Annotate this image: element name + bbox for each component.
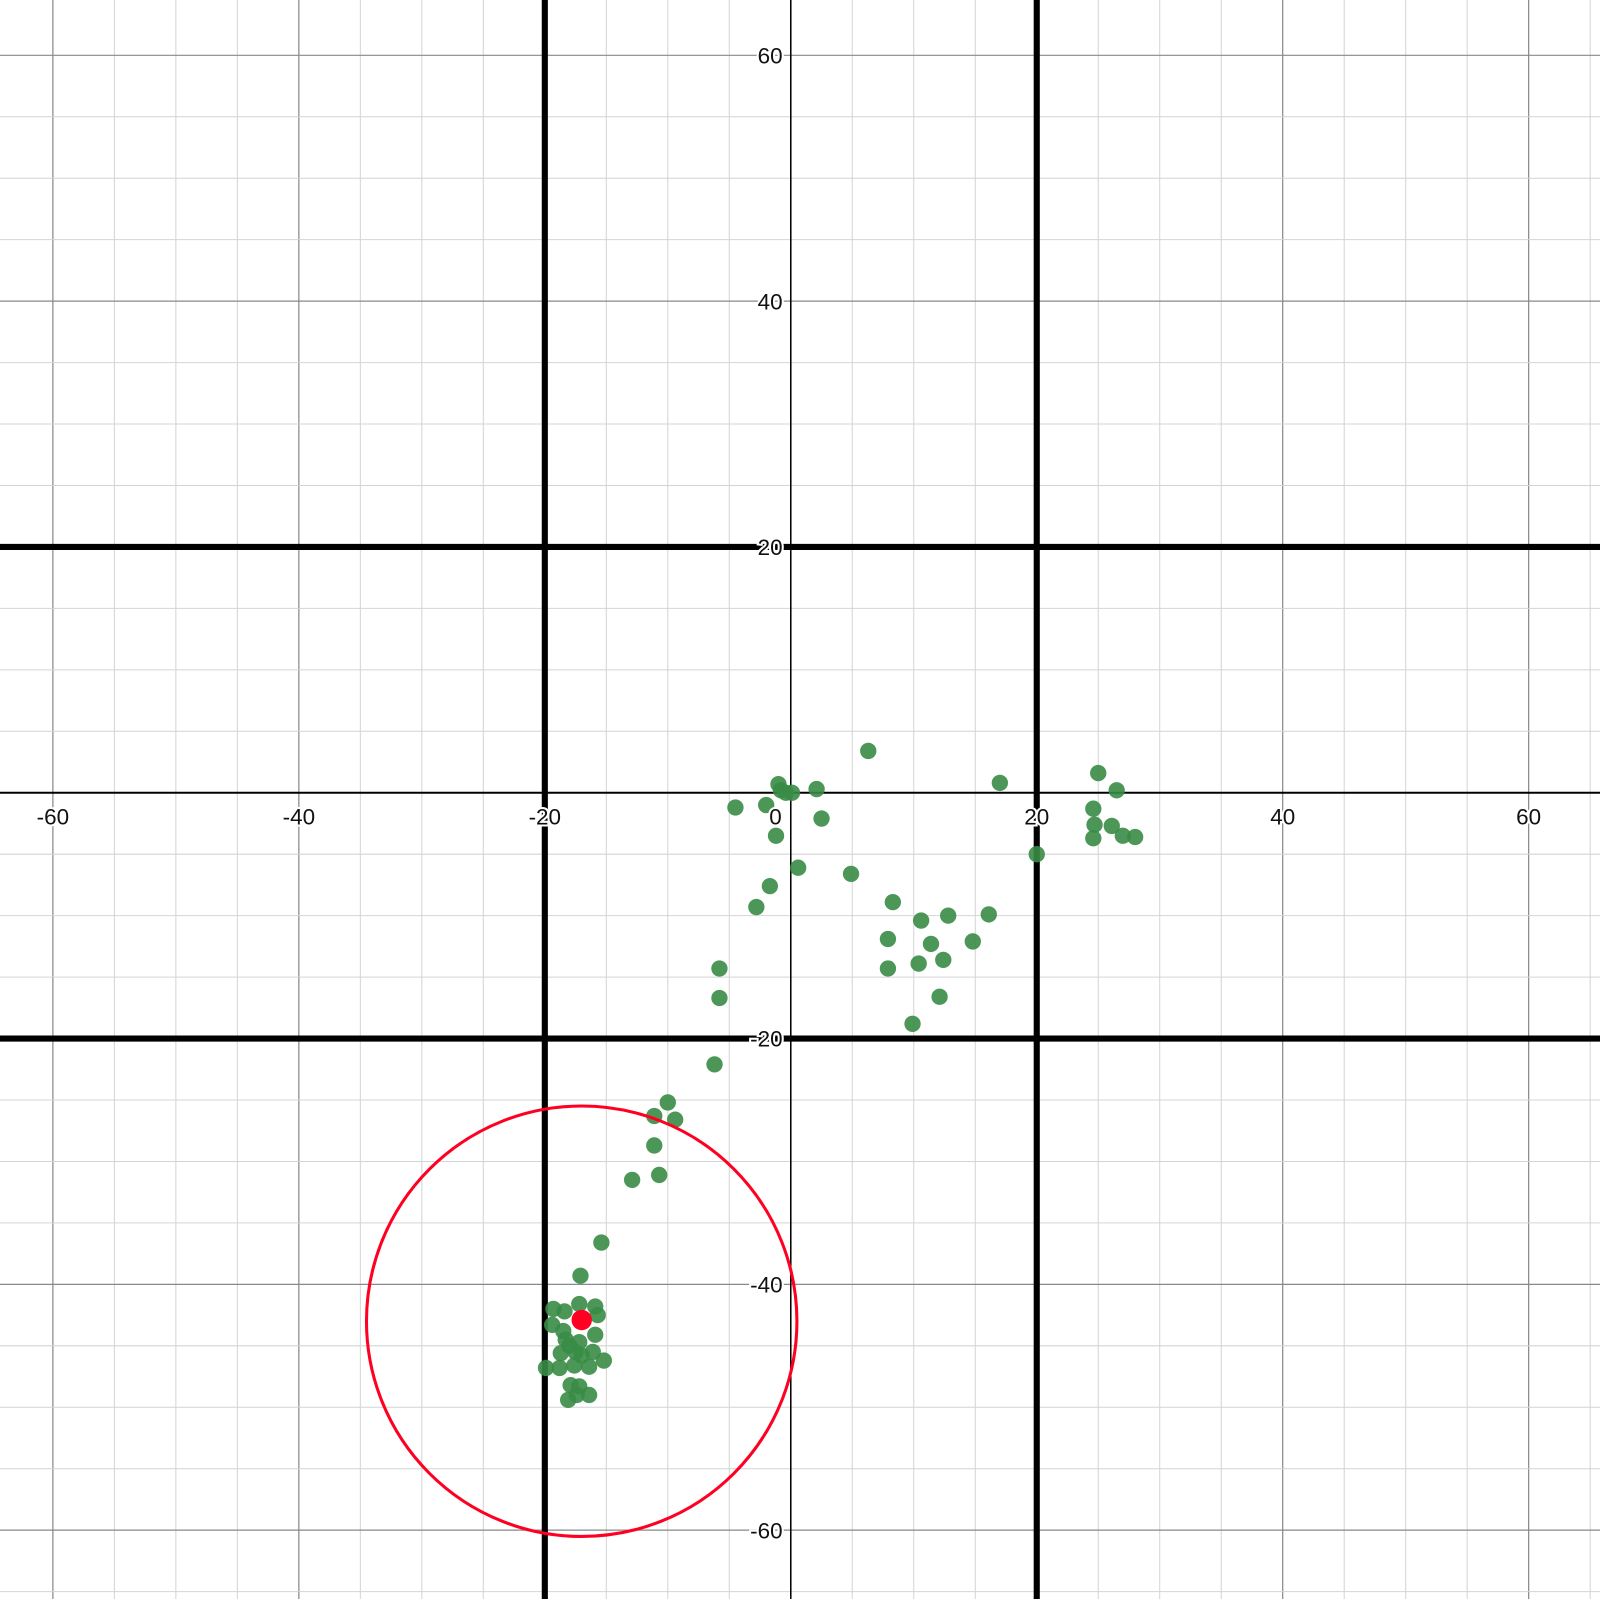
data-point xyxy=(646,1137,663,1154)
data-point xyxy=(1103,817,1120,835)
circle-layer xyxy=(364,1104,799,1538)
data-point xyxy=(1028,846,1045,863)
data-point xyxy=(1086,816,1103,833)
x-tick-label: 20 xyxy=(1024,804,1049,829)
data-point xyxy=(761,877,779,895)
data-point xyxy=(964,933,981,950)
data-point xyxy=(1114,827,1131,844)
y-tick-label: 60 xyxy=(758,43,783,68)
data-point xyxy=(551,1359,568,1377)
data-point xyxy=(935,951,952,969)
data-point xyxy=(711,960,728,977)
x-tick-label: 60 xyxy=(1516,804,1541,829)
data-point xyxy=(980,906,997,923)
data-point xyxy=(568,1386,585,1404)
data-point xyxy=(860,742,877,760)
data-point xyxy=(651,1166,668,1184)
data-point xyxy=(659,1094,676,1111)
data-point xyxy=(758,796,775,814)
data-point xyxy=(572,1267,589,1284)
red-circle xyxy=(364,1104,799,1538)
tick-labels: -60 -40 -20 0 20 40 60 60 40 20 -20 -40 -60 xyxy=(35,41,1544,1545)
data-point xyxy=(904,1015,921,1032)
x-tick-label: -60 xyxy=(37,804,69,829)
y-tick-label: 20 xyxy=(758,535,783,560)
data-point xyxy=(748,898,765,916)
data-point xyxy=(813,810,830,827)
data-point xyxy=(1090,764,1107,782)
data-point xyxy=(573,1347,590,1364)
data-point xyxy=(537,1359,555,1377)
data-point xyxy=(1085,830,1102,847)
y-tick-label: -20 xyxy=(750,1027,782,1052)
data-point xyxy=(808,780,825,798)
data-point xyxy=(1108,782,1125,799)
data-point xyxy=(767,827,785,844)
data-point xyxy=(571,1295,588,1313)
data-point xyxy=(711,989,728,1007)
data-points xyxy=(537,742,1144,1409)
data-point xyxy=(727,799,744,816)
data-point xyxy=(783,784,801,801)
data-point xyxy=(912,912,930,929)
data-point xyxy=(561,1337,578,1354)
data-point xyxy=(587,1326,604,1343)
y-tick-label: 40 xyxy=(758,289,783,314)
data-point xyxy=(1126,828,1144,846)
x-tick-label: -40 xyxy=(283,804,315,829)
data-point xyxy=(789,859,807,876)
data-point xyxy=(667,1111,684,1128)
data-point xyxy=(879,960,897,977)
data-point xyxy=(595,1352,613,1369)
x-tick-label: -20 xyxy=(529,804,561,829)
data-point xyxy=(556,1303,573,1320)
data-point xyxy=(593,1234,610,1251)
data-point xyxy=(991,774,1009,792)
x-tick-label: 0 xyxy=(769,804,781,829)
data-point xyxy=(884,893,902,911)
data-point xyxy=(623,1171,641,1189)
data-point xyxy=(842,865,860,883)
data-point xyxy=(931,988,948,1005)
data-point xyxy=(589,1306,606,1324)
data-point xyxy=(555,1322,572,1340)
highlight-point xyxy=(571,1309,592,1331)
data-point xyxy=(1085,800,1102,817)
data-point xyxy=(910,955,927,972)
y-tick-label: -60 xyxy=(750,1518,782,1543)
data-point xyxy=(922,935,940,953)
x-tick-label: 40 xyxy=(1270,804,1295,829)
data-point xyxy=(940,907,957,924)
data-point xyxy=(706,1056,723,1073)
y-tick-label: -40 xyxy=(750,1273,782,1298)
data-point xyxy=(580,1386,598,1404)
data-point xyxy=(879,930,897,948)
